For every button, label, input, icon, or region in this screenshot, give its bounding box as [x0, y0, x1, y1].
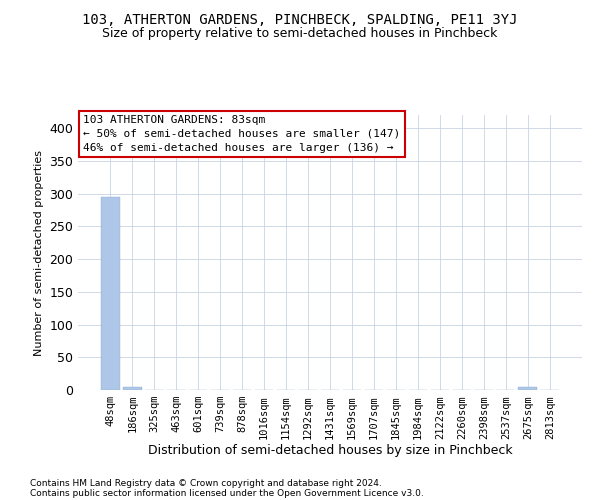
Bar [518, 388, 537, 390]
X-axis label: Distribution of semi-detached houses by size in Pinchbeck: Distribution of semi-detached houses by … [148, 444, 512, 457]
Text: Size of property relative to semi-detached houses in Pinchbeck: Size of property relative to semi-detach… [103, 28, 497, 40]
Y-axis label: Number of semi-detached properties: Number of semi-detached properties [34, 150, 44, 356]
Text: 103, ATHERTON GARDENS, PINCHBECK, SPALDING, PE11 3YJ: 103, ATHERTON GARDENS, PINCHBECK, SPALDI… [82, 12, 518, 26]
Text: 103 ATHERTON GARDENS: 83sqm
← 50% of semi-detached houses are smaller (147)
46% : 103 ATHERTON GARDENS: 83sqm ← 50% of sem… [83, 115, 400, 153]
Bar [123, 386, 142, 390]
Bar [101, 197, 119, 390]
Text: Contains public sector information licensed under the Open Government Licence v3: Contains public sector information licen… [30, 488, 424, 498]
Text: Contains HM Land Registry data © Crown copyright and database right 2024.: Contains HM Land Registry data © Crown c… [30, 478, 382, 488]
